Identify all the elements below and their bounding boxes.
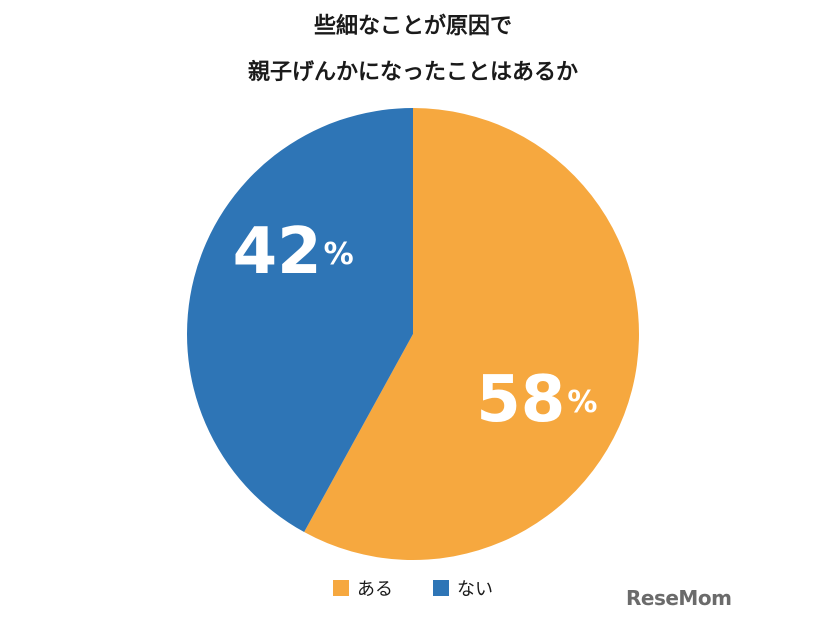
resemom-logo: ReseMom <box>626 586 732 610</box>
legend-label-nai: ない <box>457 579 493 600</box>
legend-swatch-aru <box>333 580 349 596</box>
chart-title-line-2: 親子げんかになったことはあるか <box>247 60 578 85</box>
legend-item-nai: ない <box>433 575 493 601</box>
slice-label-aru: 58% <box>476 363 597 437</box>
slice-unit: % <box>324 236 354 271</box>
slice-value: 58 <box>476 363 565 437</box>
pie-slice-nai <box>186 108 413 533</box>
pie-slice-aru <box>304 108 639 560</box>
slice-label-nai: 42% <box>233 214 354 288</box>
legend-label-aru: ある <box>357 579 393 600</box>
chart-legend: ある ない <box>0 575 826 601</box>
legend-item-aru: ある <box>333 575 393 601</box>
legend-swatch-nai <box>433 580 449 596</box>
slice-unit: % <box>567 385 597 420</box>
chart-title-line-1: 些細なことが原因で <box>313 14 512 39</box>
slice-value: 42 <box>233 214 322 288</box>
